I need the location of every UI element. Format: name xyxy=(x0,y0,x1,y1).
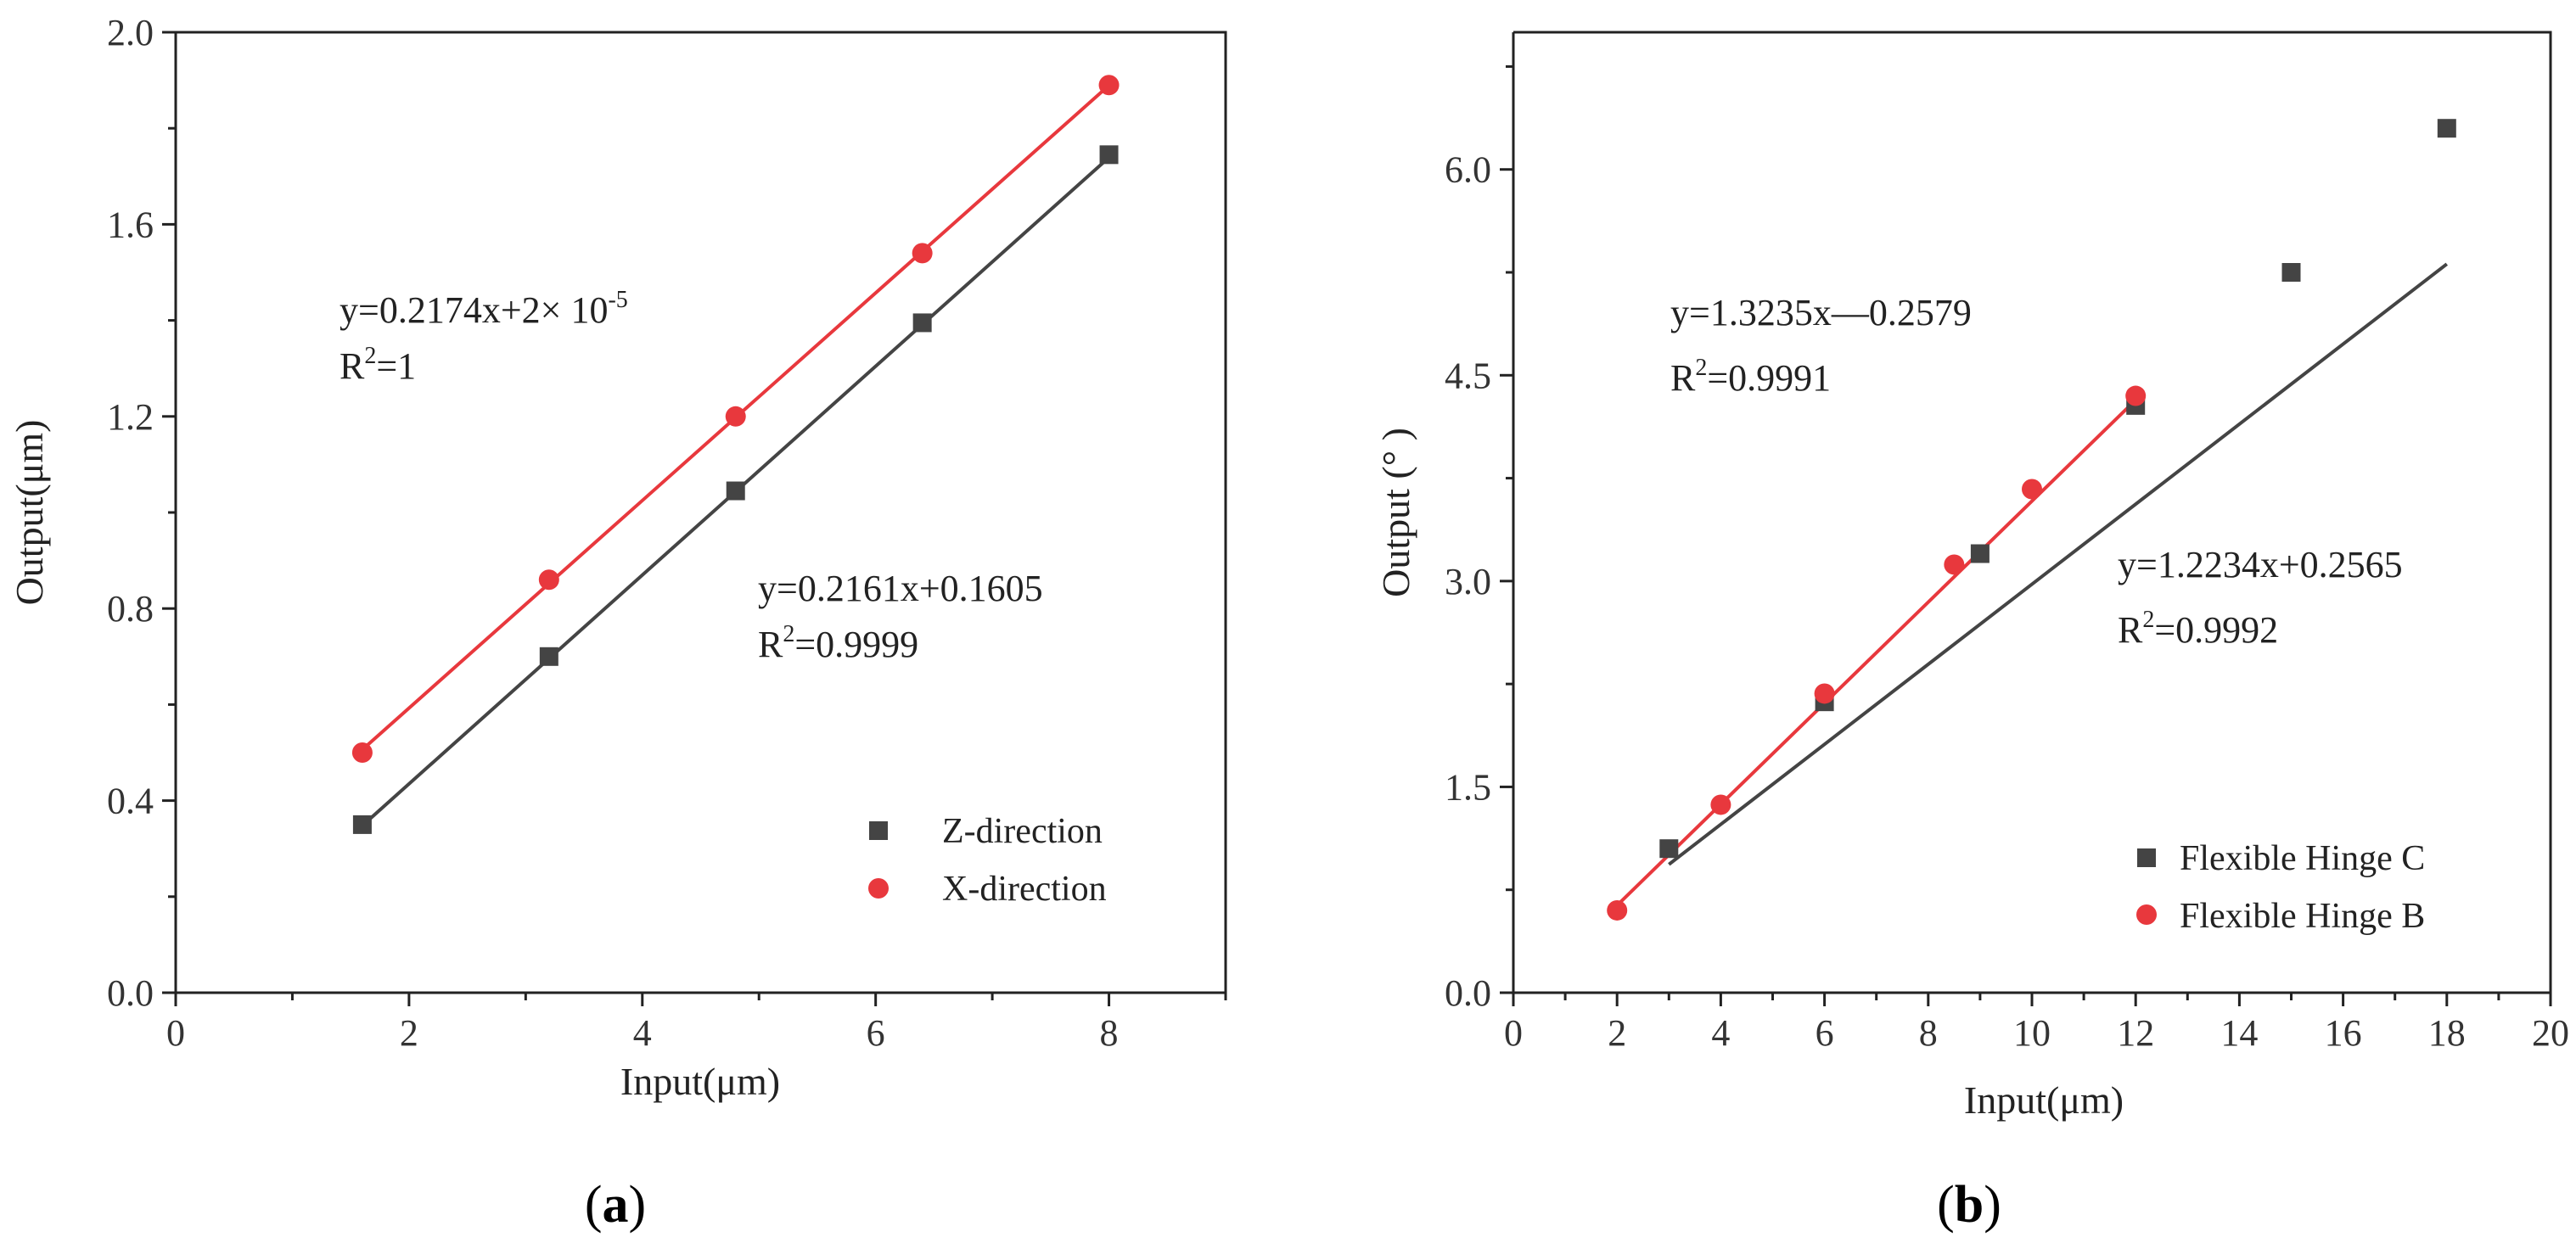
data-point-z-direction-2 xyxy=(726,481,745,501)
x-tick-label-b-4: 8 xyxy=(1919,1012,1938,1054)
legend-label-flexible-hinge-b: Flexible Hinge B xyxy=(2180,897,2425,936)
data-point-z-direction-4 xyxy=(1099,145,1119,165)
x-tick-label-a-3: 6 xyxy=(867,1012,885,1054)
fit-line-flexible-hinge-b xyxy=(1615,399,2137,907)
fit-lines-a xyxy=(361,84,1110,827)
x-tick-label-b-2: 4 xyxy=(1711,1012,1730,1054)
data-point-flexible-hinge-b-3 xyxy=(1944,554,1965,575)
x-tick-label-a-4: 8 xyxy=(1100,1012,1119,1054)
tick-group-b: 0 2 4 6 8 10 12 14 16 18 20 0.0 1.5 3.0 4.5 6.0 xyxy=(1445,64,2569,1054)
data-point-flexible-hinge-c-0 xyxy=(1659,839,1679,859)
legend-marker-flexible-hinge-c xyxy=(2137,848,2156,867)
legend-label-x-direction: X-direction xyxy=(942,870,1107,909)
legend-b: Flexible Hinge C Flexible Hinge B xyxy=(2136,839,2425,936)
x-tick-label-a-0: 0 xyxy=(166,1012,185,1054)
y-tick-label-b-1: 1.5 xyxy=(1445,766,1491,808)
fit-line-flexible-hinge-c xyxy=(1668,262,2449,866)
x-tick-label-b-0: 0 xyxy=(1504,1012,1523,1054)
data-point-x-direction-4 xyxy=(1098,75,1120,96)
x-tick-label-b-9: 18 xyxy=(2428,1012,2466,1054)
data-point-flexible-hinge-b-2 xyxy=(1814,683,1835,704)
x-tick-label-b-8: 16 xyxy=(2325,1012,2362,1054)
y-tick-label-b-3: 4.5 xyxy=(1445,355,1491,396)
axis-frame-a xyxy=(176,31,1227,993)
y-tick-label-a-4: 1.6 xyxy=(107,204,154,245)
legend-label-flexible-hinge-c: Flexible Hinge C xyxy=(2180,839,2425,878)
legend-marker-x-direction xyxy=(868,878,889,899)
x-tick-label-b-10: 20 xyxy=(2532,1012,2569,1054)
panel-label-a: (a) xyxy=(585,1176,646,1234)
legend-a: Z-direction X-direction xyxy=(868,812,1107,909)
y-tick-label-b-0: 0.0 xyxy=(1445,972,1491,1014)
fit-equation-a-2: y=0.2161x+0.1605 xyxy=(758,568,1043,609)
data-point-flexible-hinge-b-4 xyxy=(2022,479,2042,500)
chart-panel-b: 0 2 4 6 8 10 12 14 16 18 20 0.0 1.5 3.0 4.5 6.0 Input(μ… xyxy=(1374,31,2569,1234)
fit-r2-b-2: R2=0.9992 xyxy=(2118,607,2278,651)
x-tick-label-b-5: 10 xyxy=(2013,1012,2051,1054)
data-point-x-direction-2 xyxy=(725,406,746,427)
y-axis-title-a: Output(μm) xyxy=(8,420,51,606)
y-tick-label-b-4: 6.0 xyxy=(1445,149,1491,191)
fit-r2-b-1: R2=0.9991 xyxy=(1670,355,1831,399)
data-point-x-direction-1 xyxy=(538,569,559,591)
x-tick-label-b-3: 6 xyxy=(1816,1012,1834,1054)
data-points-a xyxy=(351,75,1120,834)
fit-equation-b-2: y=1.2234x+0.2565 xyxy=(2118,544,2403,585)
data-points-b xyxy=(1607,119,2456,921)
legend-label-z-direction: Z-direction xyxy=(942,812,1103,851)
y-tick-label-a-3: 1.2 xyxy=(107,396,154,438)
x-axis-title-a: Input(μm) xyxy=(620,1060,780,1103)
data-point-flexible-hinge-c-5 xyxy=(2437,119,2456,138)
y-tick-label-a-2: 0.8 xyxy=(107,588,154,630)
data-point-flexible-hinge-c-4 xyxy=(2281,263,2301,282)
data-point-x-direction-3 xyxy=(912,243,933,264)
fit-equation-b-1: y=1.3235x—0.2579 xyxy=(1670,292,1972,333)
x-tick-label-a-2: 4 xyxy=(633,1012,652,1054)
data-point-x-direction-0 xyxy=(351,742,373,763)
y-axis-title-b: Output (° ) xyxy=(1374,428,1417,597)
data-point-z-direction-0 xyxy=(352,815,372,834)
tick-group-a: 0 2 4 6 8 0.0 0.4 0.8 1.2 1.6 2.0 xyxy=(107,12,1227,1054)
x-tick-label-b-1: 2 xyxy=(1608,1012,1626,1054)
data-point-flexible-hinge-b-0 xyxy=(1607,899,1628,921)
x-tick-label-a-1: 2 xyxy=(400,1012,418,1054)
y-tick-label-a-5: 2.0 xyxy=(107,12,154,53)
chart-panel-a: 0 2 4 6 8 0.0 0.4 0.8 1.2 1.6 2.0 Input(μm) Output… xyxy=(8,12,1227,1234)
x-tick-label-b-6: 12 xyxy=(2117,1012,2154,1054)
fit-r2-a-1: R2=1 xyxy=(340,343,416,387)
x-axis-title-b: Input(μm) xyxy=(1964,1078,2124,1122)
fit-lines-b xyxy=(1615,262,2449,907)
data-point-z-direction-3 xyxy=(912,313,932,333)
data-point-flexible-hinge-b-1 xyxy=(1710,794,1731,815)
x-tick-label-b-7: 14 xyxy=(2220,1012,2258,1054)
fit-equation-a-1: y=0.2174x+2× 10-5 xyxy=(340,287,628,331)
y-tick-label-a-0: 0.0 xyxy=(107,972,154,1014)
axis-frame-b xyxy=(1513,31,2552,993)
legend-marker-z-direction xyxy=(869,821,888,840)
y-tick-label-b-2: 3.0 xyxy=(1445,561,1491,602)
y-tick-label-a-1: 0.4 xyxy=(107,781,154,822)
panel-label-b: (b) xyxy=(1937,1176,2001,1234)
data-point-flexible-hinge-c-2 xyxy=(1970,544,1990,563)
fit-r2-a-2: R2=0.9999 xyxy=(758,621,918,665)
data-point-z-direction-1 xyxy=(539,647,558,666)
legend-marker-flexible-hinge-b xyxy=(2136,904,2157,925)
data-point-flexible-hinge-b-5 xyxy=(2125,385,2147,406)
